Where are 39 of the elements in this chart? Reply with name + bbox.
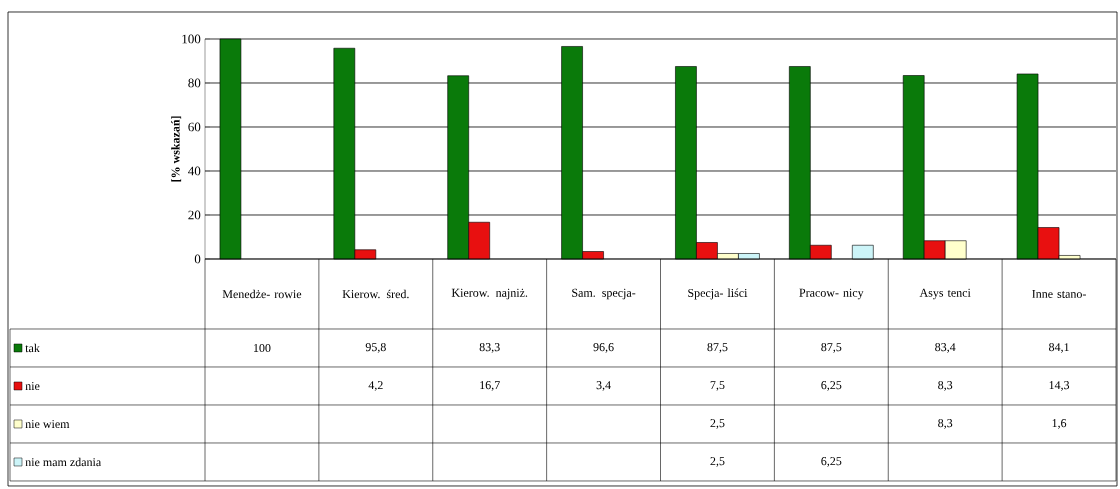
data-label: 84,1 [1049, 343, 1069, 353]
y-tick-label: 100 [182, 34, 201, 44]
legend-label: nie wiem [25, 419, 70, 429]
x-tick-label: Kierow. najniż. [451, 288, 528, 300]
data-label: 4,2 [368, 381, 383, 391]
x-tick-label: Inne stano- [1032, 290, 1086, 298]
x-tick-label: Kierow. śred. [342, 289, 409, 299]
legend-label: nie mam zdania [25, 457, 102, 467]
data-label: 7,5 [710, 381, 725, 391]
y-axis-title: [% wskazań] [171, 116, 182, 182]
y-tick-label: 80 [188, 78, 201, 88]
x-tick-label: Sam. specja- [572, 288, 636, 300]
data-label: 83,3 [479, 343, 500, 353]
data-label: 6,25 [821, 457, 842, 467]
data-label: 14,3 [1049, 381, 1070, 391]
x-tick-label: Menedże- rowie [222, 289, 302, 299]
data-label: 8,3 [938, 419, 953, 429]
data-label: 16,7 [480, 381, 500, 391]
data-label: 83,4 [935, 343, 956, 353]
data-label: 6,25 [821, 381, 842, 391]
data-label: 3,4 [596, 381, 611, 391]
data-label: 87,5 [707, 343, 728, 353]
x-tick-label: Specja- liści [688, 288, 748, 300]
data-label: 2,5 [710, 419, 725, 429]
data-label: 100 [254, 343, 271, 353]
y-tick-label: 0 [194, 254, 201, 264]
data-label: 95,8 [365, 343, 386, 353]
x-tick-label: Asys tenci [919, 288, 971, 300]
legend-label: nie [25, 381, 40, 391]
data-label: 96,6 [593, 343, 614, 353]
y-tick-label: 60 [188, 122, 201, 132]
data-label: 2,5 [710, 457, 725, 467]
legend-label: tak [25, 343, 40, 353]
data-label: 87,5 [821, 343, 842, 353]
y-tick-label: 40 [188, 166, 201, 176]
x-tick-label: Pracow- nicy [799, 288, 864, 300]
data-label: 1,6 [1052, 419, 1067, 429]
data-label: 8,3 [938, 381, 953, 391]
y-tick-label: 20 [188, 210, 201, 220]
